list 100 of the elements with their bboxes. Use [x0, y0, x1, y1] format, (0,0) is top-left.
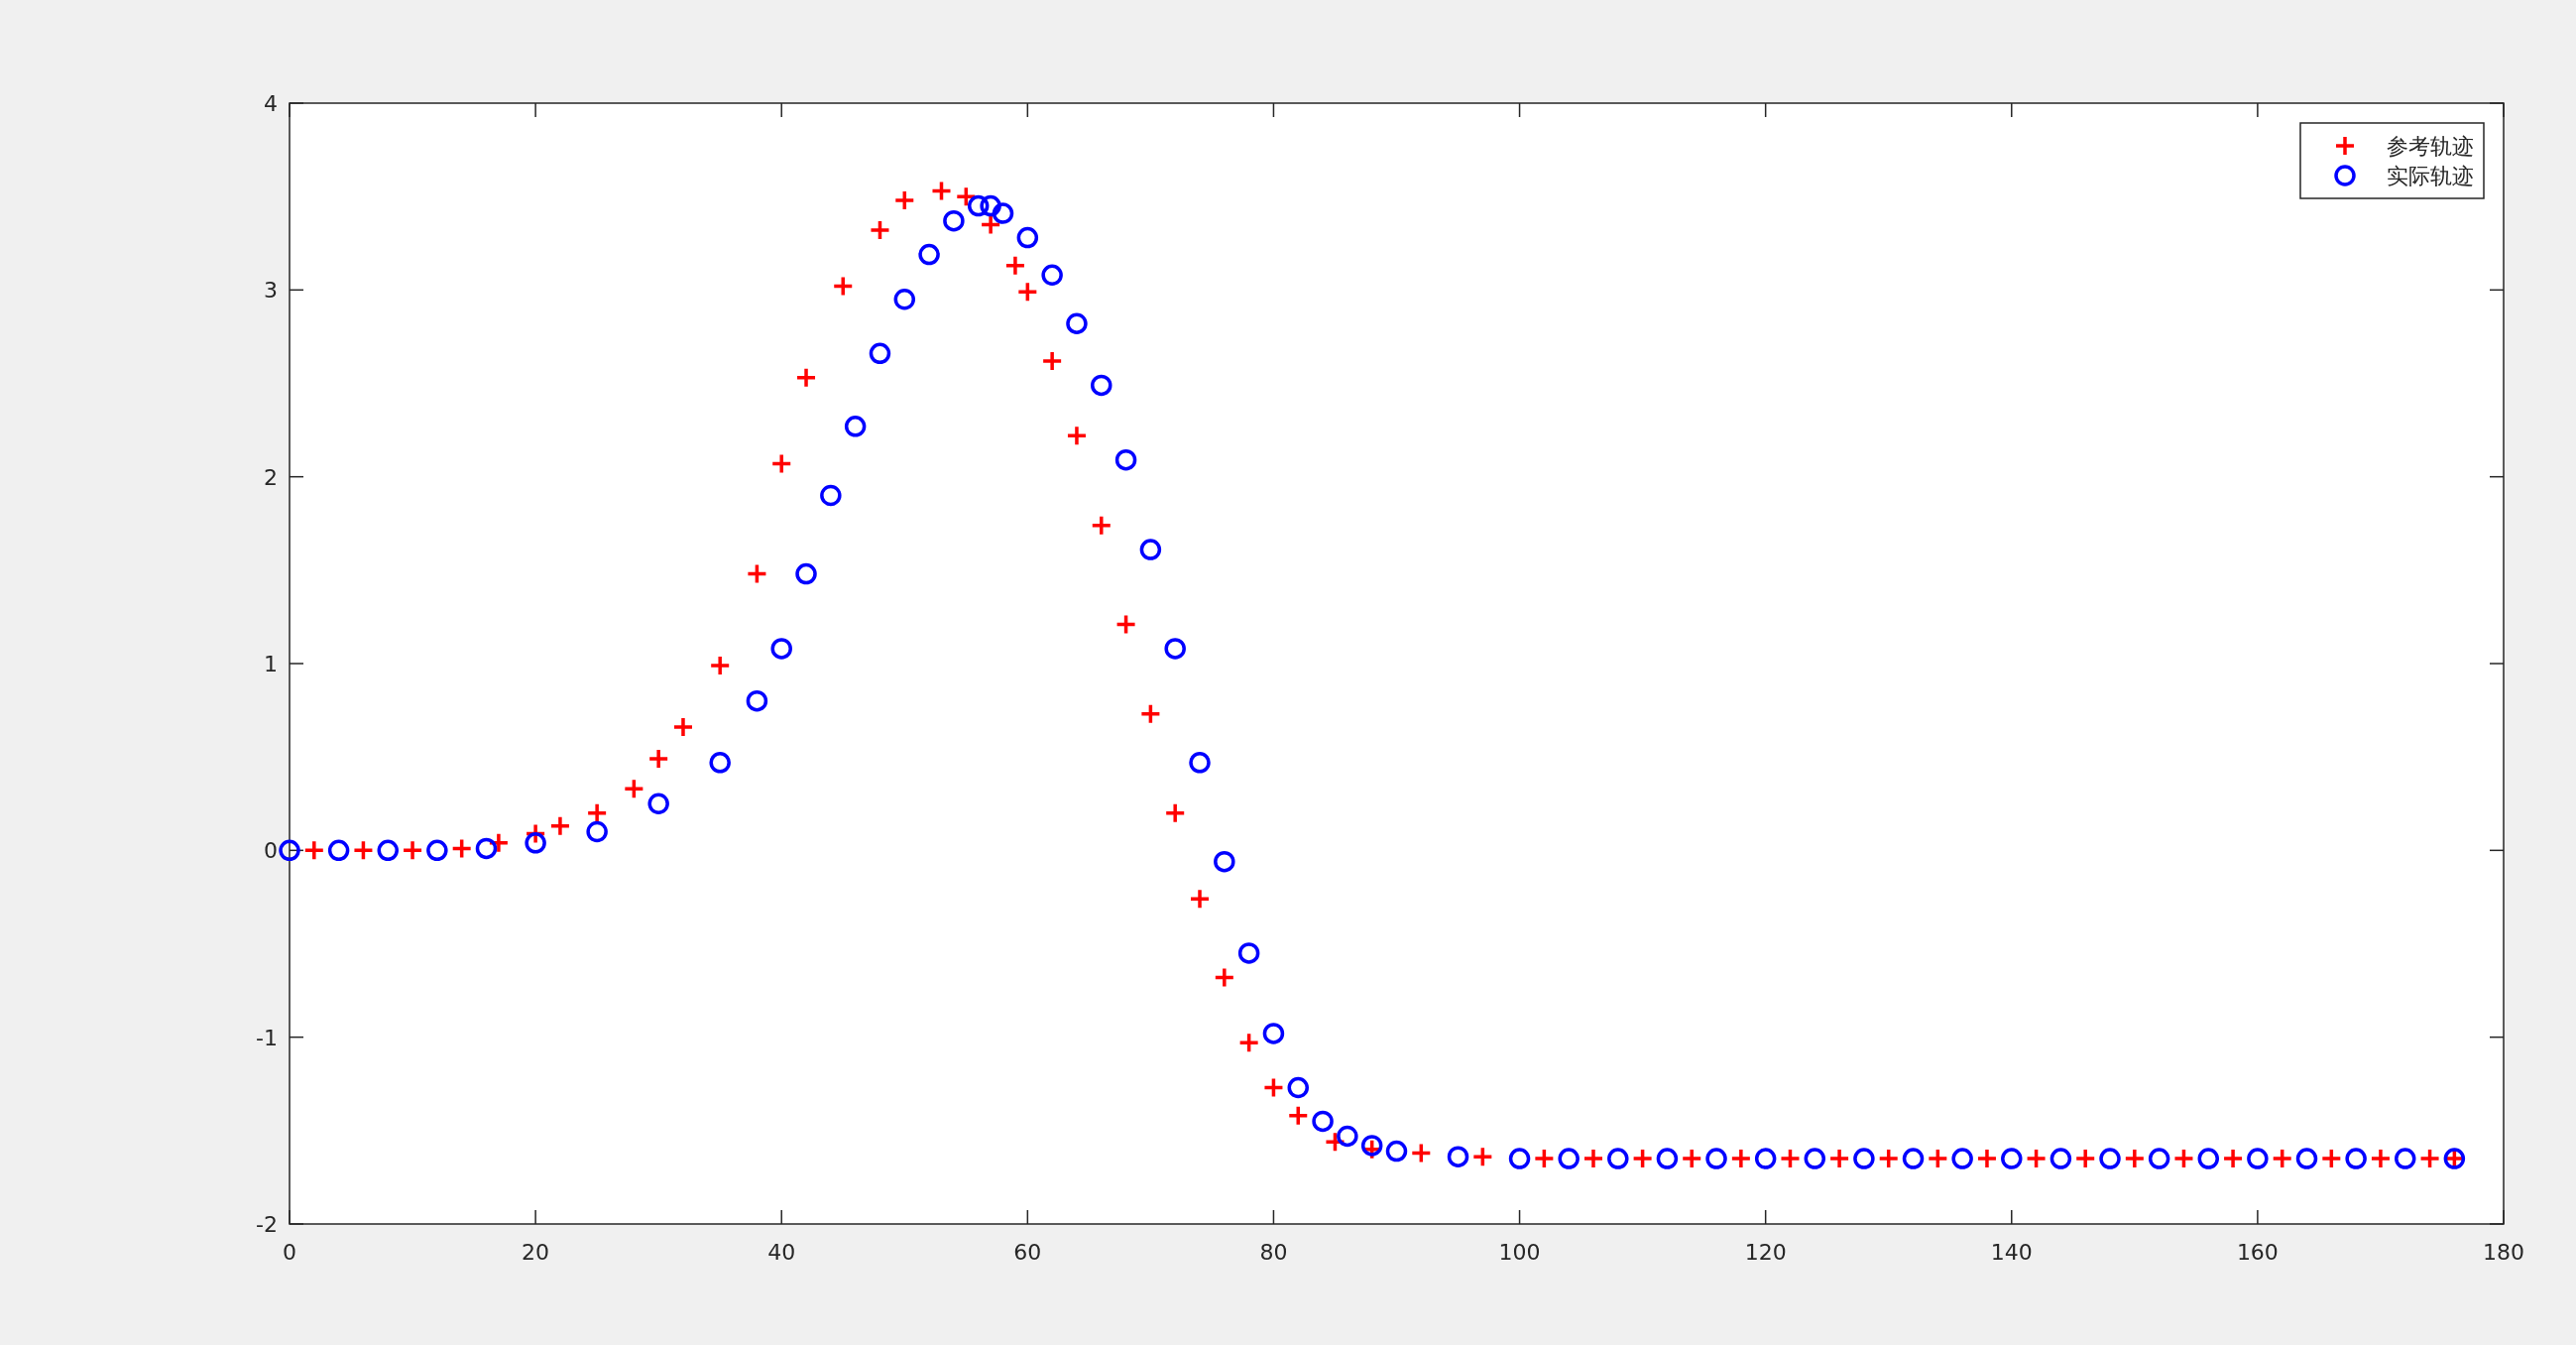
point	[2418, 1148, 2441, 1169]
point	[1582, 1148, 1604, 1169]
point	[1730, 1148, 1752, 1169]
point	[1214, 966, 1235, 989]
point	[832, 275, 854, 298]
point	[1016, 281, 1039, 303]
x-tick-label: 100	[1498, 1240, 1541, 1265]
x-tick-label: 80	[1259, 1240, 1288, 1265]
point	[2247, 1148, 2269, 1169]
point	[1189, 888, 1211, 911]
point	[1705, 1148, 1727, 1169]
y-tick-label: 4	[264, 91, 278, 116]
point	[525, 832, 546, 854]
point	[1607, 1148, 1629, 1169]
point	[2025, 1148, 2048, 1169]
point	[2370, 1148, 2392, 1169]
point	[1164, 638, 1186, 660]
legend-label: 参考轨迹	[2387, 134, 2474, 159]
point	[1656, 1148, 1679, 1169]
point	[893, 189, 916, 211]
point	[770, 638, 792, 660]
point	[1214, 850, 1235, 873]
point	[549, 815, 571, 837]
point	[955, 185, 978, 207]
point	[1927, 1148, 1949, 1169]
point	[1139, 703, 1162, 725]
point	[1828, 1148, 1850, 1169]
point	[475, 837, 498, 860]
point	[1041, 350, 1063, 372]
point	[1287, 1105, 1310, 1127]
x-tick-label: 20	[522, 1240, 550, 1265]
point	[1410, 1142, 1433, 1164]
point	[992, 202, 1014, 224]
point	[795, 562, 817, 585]
point	[1114, 448, 1137, 471]
point	[303, 839, 325, 862]
y-tick-label: -2	[256, 1212, 278, 1237]
point	[402, 839, 423, 862]
point	[1066, 425, 1088, 446]
point	[1066, 312, 1088, 334]
x-tick-label: 160	[2236, 1240, 2279, 1265]
point	[1041, 264, 1063, 287]
x-tick-label: 140	[1990, 1240, 2033, 1265]
point	[1681, 1148, 1702, 1169]
point	[1004, 255, 1026, 277]
point	[647, 748, 669, 770]
point	[869, 342, 891, 365]
point	[1533, 1148, 1556, 1169]
point	[1091, 374, 1112, 397]
point	[623, 778, 645, 799]
point	[1471, 1146, 1494, 1167]
point	[2395, 1148, 2416, 1169]
point	[844, 416, 867, 437]
point	[893, 289, 916, 310]
point	[377, 839, 399, 862]
point	[1385, 1140, 1408, 1162]
point	[1189, 752, 1211, 774]
point	[980, 194, 1001, 217]
point	[327, 839, 350, 862]
point	[450, 837, 473, 860]
point	[930, 180, 953, 202]
point	[943, 209, 965, 232]
point	[746, 562, 768, 585]
point	[967, 194, 990, 217]
point	[1287, 1076, 1310, 1099]
x-tick-label: 120	[1744, 1240, 1787, 1265]
x-tick-label: 40	[767, 1240, 796, 1265]
point	[1877, 1148, 1900, 1169]
y-tick-label: 0	[264, 838, 278, 864]
point	[1312, 1110, 1334, 1133]
point	[2271, 1148, 2293, 1169]
point	[352, 839, 375, 862]
point	[1262, 1076, 1285, 1099]
x-tick-label: 60	[1013, 1240, 1042, 1265]
y-tick-label: -1	[256, 1025, 278, 1050]
point	[746, 689, 768, 712]
point	[2074, 1148, 2096, 1169]
point	[1262, 1023, 1285, 1044]
point	[2001, 1148, 2023, 1169]
y-tick-label: 3	[264, 278, 278, 304]
point	[1631, 1148, 1654, 1169]
point	[1114, 613, 1137, 636]
point	[1779, 1148, 1802, 1169]
point	[1139, 539, 1162, 560]
point	[820, 484, 842, 507]
point	[1508, 1148, 1531, 1169]
point	[426, 839, 448, 862]
point	[1091, 514, 1112, 537]
point	[869, 219, 891, 241]
point	[1447, 1146, 1469, 1167]
point	[770, 452, 792, 475]
point	[2099, 1148, 2121, 1169]
point	[1016, 226, 1039, 249]
point	[918, 243, 940, 266]
point	[1902, 1148, 1925, 1169]
point	[2148, 1148, 2170, 1169]
point	[1558, 1148, 1580, 1169]
x-tick-label: 180	[2483, 1240, 2524, 1265]
point	[709, 752, 731, 774]
point	[1951, 1148, 1973, 1169]
